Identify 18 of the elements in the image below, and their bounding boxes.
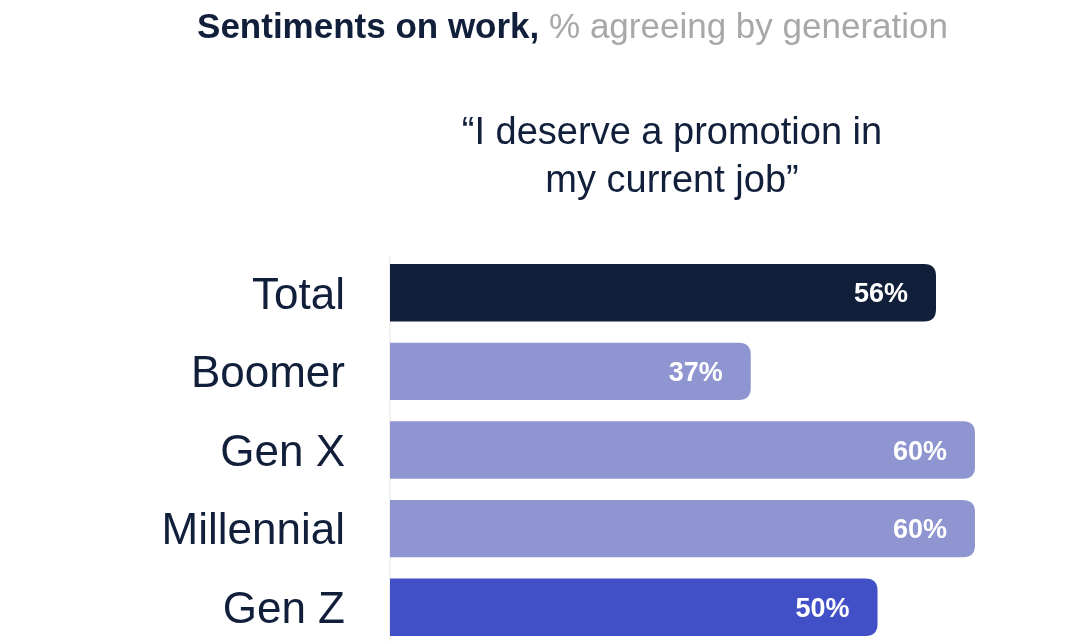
data-label: 60%: [892, 435, 947, 466]
y-tick-label: Gen Z: [222, 583, 345, 633]
y-tick-label: Millennial: [161, 504, 345, 554]
data-label: 37%: [668, 357, 723, 388]
bar: [390, 342, 751, 401]
text: “I deserve a promotion in my current job”: [461, 110, 883, 200]
y-tick-label: Total: [252, 268, 345, 318]
chart-title: Sentiments on work,: [197, 6, 550, 45]
bar: [390, 499, 975, 558]
data-label: 56%: [853, 278, 908, 309]
data-label: 60%: [892, 514, 947, 545]
data-label: 50%: [795, 593, 850, 624]
y-tick-label: Boomer: [190, 347, 345, 397]
bar: [390, 578, 878, 636]
chart-subtitle: % agreeing by generation: [549, 6, 948, 45]
bar: [390, 421, 975, 479]
y-tick-label: Gen X: [220, 425, 345, 475]
bar: [390, 264, 936, 322]
